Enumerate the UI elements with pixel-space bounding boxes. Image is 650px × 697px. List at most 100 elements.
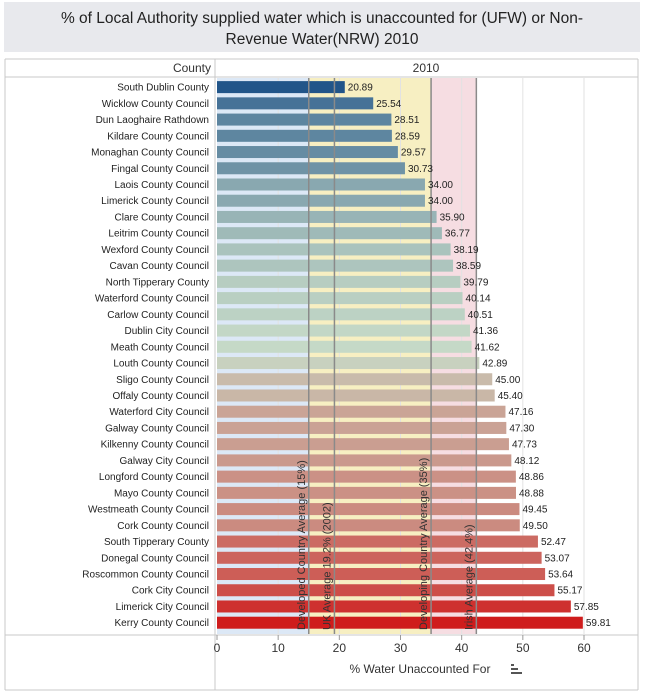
- chart-title: % of Local Authority supplied water whic…: [4, 2, 640, 52]
- sort-icon[interactable]: [511, 664, 525, 676]
- chart-frame: [4, 58, 639, 691]
- bar[interactable]: [217, 340, 472, 353]
- bar[interactable]: [217, 486, 516, 499]
- bar[interactable]: [217, 357, 480, 370]
- value-label: 45.40: [498, 391, 523, 402]
- reference-line-label: Developed Country Average (15%): [296, 460, 308, 630]
- x-tick-label: 40: [455, 641, 469, 655]
- category-label: Westmeath County Council: [88, 505, 209, 516]
- bar[interactable]: [217, 324, 470, 337]
- value-label: 40.14: [466, 294, 491, 305]
- value-label: 49.45: [522, 505, 547, 516]
- bar[interactable]: [217, 97, 374, 110]
- value-label: 59.81: [586, 618, 611, 629]
- value-label: 20.89: [348, 83, 373, 94]
- category-label: Donegal County Council: [101, 553, 209, 564]
- x-tick-label: 60: [577, 641, 591, 655]
- value-label: 40.51: [468, 310, 493, 321]
- value-label: 28.59: [395, 131, 420, 142]
- value-label: 48.86: [519, 472, 544, 483]
- value-label: 47.30: [509, 423, 534, 434]
- bar[interactable]: [217, 178, 425, 191]
- category-label: Laois County Council: [115, 180, 210, 191]
- category-label: Cavan County Council: [110, 261, 210, 272]
- bar[interactable]: [217, 194, 425, 207]
- value-label: 28.51: [394, 115, 419, 126]
- category-label: Offaly County Council: [112, 391, 209, 402]
- value-label: 55.17: [557, 586, 582, 597]
- category-label: Cork City Council: [132, 586, 209, 597]
- bar[interactable]: [217, 389, 495, 402]
- chart-title-line-2: Revenue Water(NRW) 2010: [225, 31, 419, 48]
- bar[interactable]: [217, 129, 392, 142]
- bar[interactable]: [217, 584, 555, 597]
- x-axis-ticks: 0 10 20 30 40 50 60: [214, 635, 591, 655]
- column-header-2010: 2010: [413, 61, 440, 75]
- category-label: Sligo County Council: [116, 375, 209, 386]
- value-label: 57.85: [574, 602, 599, 613]
- value-label: 41.36: [473, 326, 498, 337]
- category-label: Mayo County Council: [114, 488, 209, 499]
- bar[interactable]: [217, 421, 507, 434]
- bar[interactable]: [217, 275, 461, 288]
- bar[interactable]: [217, 162, 405, 175]
- category-label: Fingal County Council: [111, 164, 209, 175]
- bar[interactable]: [217, 568, 546, 581]
- category-label: Clare County Council: [115, 212, 210, 223]
- value-label: 48.12: [514, 456, 539, 467]
- bar[interactable]: [217, 113, 392, 126]
- bar[interactable]: [217, 308, 465, 321]
- bars: [217, 81, 583, 629]
- reference-lines: Developed Country Average (15%) UK Averag…: [296, 78, 478, 634]
- value-label: 35.90: [440, 212, 465, 223]
- value-label: 53.64: [548, 570, 573, 581]
- bar[interactable]: [217, 292, 463, 305]
- value-label: 45.00: [495, 375, 520, 386]
- bar[interactable]: [217, 373, 493, 386]
- bar[interactable]: [217, 600, 571, 613]
- x-tick-label: 0: [214, 641, 221, 655]
- category-label: North Tipperary County: [106, 277, 209, 288]
- value-label: 39.79: [463, 277, 488, 288]
- value-label: 38.19: [454, 245, 479, 256]
- value-label: 52.47: [541, 537, 566, 548]
- value-label: 47.16: [508, 407, 533, 418]
- category-label: Longford County Council: [99, 472, 209, 483]
- category-label: Limerick City Council: [116, 602, 209, 613]
- bar[interactable]: [217, 405, 506, 418]
- reference-line-label: Developing Country Average (35%): [418, 458, 430, 630]
- bar[interactable]: [217, 438, 509, 451]
- bar[interactable]: [217, 227, 442, 240]
- category-label: Limerick County Council: [101, 196, 209, 207]
- bar[interactable]: [217, 519, 520, 532]
- bar[interactable]: [217, 535, 538, 548]
- value-label: 49.50: [523, 521, 548, 532]
- bar[interactable]: [217, 616, 583, 629]
- bar[interactable]: [217, 210, 437, 223]
- value-label: 41.62: [475, 342, 500, 353]
- reference-line-label: Irish Average (42.4%): [463, 524, 475, 630]
- category-label: Dublin City Council: [125, 326, 209, 337]
- category-label: Meath County Council: [111, 342, 209, 353]
- row-header-county: County: [173, 61, 211, 75]
- value-label: 48.88: [519, 488, 544, 499]
- category-label: Kilkenny County Council: [101, 440, 209, 451]
- bar[interactable]: [217, 470, 516, 483]
- bar[interactable]: [217, 81, 345, 94]
- bar[interactable]: [217, 551, 542, 564]
- category-label: Wicklow County Council: [102, 99, 209, 110]
- bar[interactable]: [217, 146, 398, 159]
- bar[interactable]: [217, 503, 520, 516]
- category-label: Kerry County Council: [115, 618, 209, 629]
- category-label: Dun Laoghaire Rathdown: [96, 115, 209, 126]
- category-label: Louth County Council: [113, 359, 209, 370]
- value-label: 29.57: [401, 148, 426, 159]
- category-label: South Tipperary County: [104, 537, 209, 548]
- x-tick-label: 30: [394, 641, 408, 655]
- category-label: Kildare County Council: [107, 131, 209, 142]
- category-label: Leitrim County Council: [108, 229, 209, 240]
- category-label: Wexford County Council: [101, 245, 209, 256]
- category-label: Waterford County Council: [95, 294, 209, 305]
- bar[interactable]: [217, 454, 512, 467]
